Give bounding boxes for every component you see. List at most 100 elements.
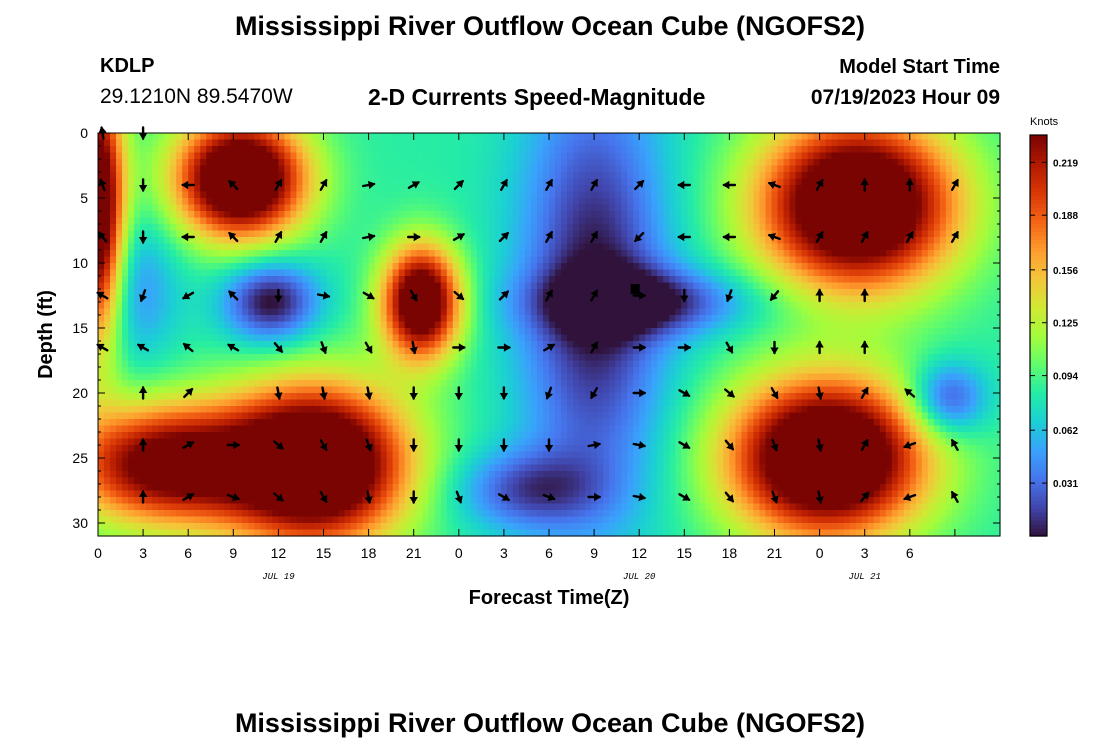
heatmap-cell <box>783 211 791 219</box>
heatmap-cell <box>116 159 123 167</box>
heatmap-cell <box>735 185 743 193</box>
heatmap-cell <box>711 302 718 310</box>
heatmap-cell <box>176 347 183 355</box>
heatmap-cell <box>182 256 189 264</box>
heatmap-cell <box>987 152 995 160</box>
heatmap-cell <box>110 276 117 284</box>
heatmap-cell <box>110 289 117 297</box>
heatmap-cell <box>278 302 286 310</box>
heatmap-cell <box>627 198 634 206</box>
heatmap-cell <box>717 217 724 225</box>
heatmap-cell <box>356 172 364 180</box>
heatmap-cell <box>116 334 123 342</box>
heatmap-cell <box>555 250 562 258</box>
heatmap-cell <box>813 282 821 290</box>
heatmap-cell <box>897 263 905 271</box>
heatmap-cell <box>561 217 568 225</box>
heatmap-cell <box>194 328 201 336</box>
heatmap-cell <box>819 289 827 297</box>
heatmap-cell <box>452 334 460 342</box>
heatmap-cell <box>410 328 418 336</box>
heatmap-cell <box>705 263 712 271</box>
heatmap-cell <box>897 230 905 238</box>
heatmap-cell <box>825 308 833 316</box>
heatmap-cell <box>500 263 508 271</box>
heatmap-cell <box>188 334 195 342</box>
heatmap-cell <box>627 295 634 303</box>
heatmap-cell <box>825 341 833 349</box>
heatmap-cell <box>518 334 526 342</box>
heatmap-cell <box>891 243 899 251</box>
heatmap-cell <box>368 159 376 167</box>
heatmap-cell <box>969 191 977 199</box>
heatmap-cell <box>921 263 929 271</box>
heatmap-cell <box>657 328 664 336</box>
heatmap-cell <box>470 159 478 167</box>
heatmap-cell <box>236 308 243 316</box>
heatmap-cell <box>260 289 267 297</box>
heatmap-cell <box>284 243 292 251</box>
heatmap-cell <box>753 295 761 303</box>
heatmap-cell <box>663 263 670 271</box>
heatmap-cell <box>705 185 712 193</box>
heatmap-cell <box>645 334 652 342</box>
heatmap-cell <box>446 250 454 258</box>
heatmap-cell <box>506 276 514 284</box>
heatmap-cell <box>284 315 292 323</box>
heatmap-cell <box>687 315 694 323</box>
heatmap-cell <box>446 308 454 316</box>
heatmap-cell <box>284 230 292 238</box>
heatmap-cell <box>296 250 304 258</box>
heatmap-cell <box>693 276 700 284</box>
heatmap-cell <box>122 341 129 349</box>
heatmap-cell <box>248 133 255 141</box>
heatmap-cell <box>951 211 959 219</box>
heatmap-cell <box>963 302 971 310</box>
heatmap-cell <box>308 250 316 258</box>
heatmap-cell <box>807 133 815 141</box>
heatmap-cell <box>176 172 183 180</box>
heatmap-cell <box>104 211 111 219</box>
heatmap-cell <box>272 204 279 212</box>
heatmap-cell <box>777 185 785 193</box>
heatmap-cell <box>927 178 935 186</box>
heatmap-cell <box>488 276 496 284</box>
heatmap-cell <box>807 256 815 264</box>
heatmap-cell <box>458 165 466 173</box>
heatmap-cell <box>206 289 213 297</box>
heatmap-cell <box>753 282 761 290</box>
heatmap-cell <box>957 334 965 342</box>
heatmap-cell <box>657 172 664 180</box>
heatmap-cell <box>693 302 700 310</box>
heatmap-cell <box>206 139 213 147</box>
heatmap-cell <box>969 282 977 290</box>
heatmap-cell <box>164 165 171 173</box>
heatmap-cell <box>290 237 298 245</box>
heatmap-cell <box>903 211 911 219</box>
heatmap-cell <box>164 347 171 355</box>
heatmap-cell <box>897 224 905 232</box>
heatmap-cell <box>224 146 231 154</box>
heatmap-cell <box>777 133 785 141</box>
heatmap-cell <box>945 211 953 219</box>
heatmap-cell <box>951 159 959 167</box>
heatmap-cell <box>176 276 183 284</box>
heatmap-cell <box>434 178 442 186</box>
heatmap-cell <box>344 217 352 225</box>
heatmap-cell <box>957 230 965 238</box>
heatmap-cell <box>362 152 370 160</box>
heatmap-cell <box>332 237 340 245</box>
heatmap-cell <box>975 328 983 336</box>
heatmap-cell <box>693 159 700 167</box>
heatmap-cell <box>422 237 430 245</box>
heatmap-cell <box>969 230 977 238</box>
heatmap-cell <box>975 133 983 141</box>
heatmap-cell <box>338 315 346 323</box>
heatmap-cell <box>651 191 658 199</box>
heatmap-cell <box>969 159 977 167</box>
heatmap-cell <box>831 321 839 329</box>
heatmap-cell <box>248 217 255 225</box>
heatmap-cell <box>146 198 153 206</box>
heatmap-cell <box>170 256 177 264</box>
heatmap-cell <box>945 172 953 180</box>
